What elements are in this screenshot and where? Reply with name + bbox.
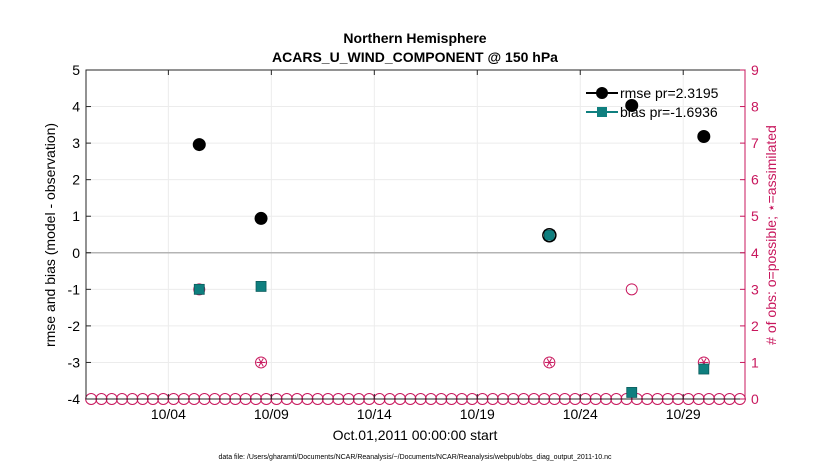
y2-tick-label: 4 — [751, 245, 759, 261]
obs-assimilated-point — [256, 358, 266, 367]
legend-bias-marker — [597, 107, 607, 117]
y-tick-label: -3 — [68, 354, 81, 370]
legend-bias-label: bias pr=-1.6936 — [620, 104, 718, 120]
y-axis-label: rmse and bias (model - observation) — [42, 123, 58, 347]
legend-rmse-marker — [596, 87, 608, 99]
x-axis-label: Oct.01,2011 00:00:00 start — [333, 427, 498, 443]
y2-tick-label: 9 — [751, 62, 759, 78]
obs-possible-point — [255, 356, 268, 369]
chart-subtitle: ACARS_U_WIND_COMPONENT @ 150 hPa — [272, 49, 558, 65]
rmse-point — [192, 138, 206, 152]
x-tick-label: 10/24 — [563, 406, 598, 422]
y2-tick-label: 8 — [751, 99, 759, 115]
y2-axis-label: # of obs: o=possible; ⋆=assimilated — [763, 125, 779, 345]
y-tick-label: 0 — [72, 245, 80, 261]
y-tick-label: 1 — [72, 208, 80, 224]
y2-tick-label: 5 — [751, 208, 759, 224]
bias-point — [698, 363, 710, 375]
bias-point — [193, 283, 205, 295]
x-tick-label: 10/19 — [460, 406, 495, 422]
bias-point — [255, 281, 267, 292]
y2-tick-label: 6 — [751, 172, 759, 188]
legend: rmse pr=2.3195 bias pr=-1.6936 — [586, 85, 719, 120]
rmse-point — [542, 227, 557, 243]
y-tick-label: -2 — [68, 318, 81, 334]
y-tick-label: 4 — [72, 99, 80, 115]
y-tick-label: -4 — [68, 391, 81, 407]
rmse-point — [625, 98, 639, 112]
legend-rmse-label: rmse pr=2.3195 — [620, 85, 719, 101]
obs-possible-point — [193, 283, 206, 296]
y-tick-label: 2 — [72, 172, 80, 188]
x-tick-label: 10/14 — [357, 406, 392, 422]
obs-possible-point — [543, 356, 556, 369]
x-tick-label: 10/29 — [666, 406, 701, 422]
y2-tick-label: 0 — [751, 391, 759, 407]
y-axis-ticks: -4 -3 -2 -1 0 1 2 3 4 5 — [68, 62, 91, 407]
obs-assimilated-stroke — [258, 358, 264, 367]
obs-possible-point — [625, 283, 638, 296]
bias-point — [626, 387, 638, 398]
chart-title: Northern Hemisphere — [343, 30, 486, 46]
y2-axis-ticks: 0 1 2 3 4 5 6 7 8 9 — [740, 62, 759, 407]
y2-tick-label: 2 — [751, 318, 759, 334]
obs-assimilated-point — [544, 358, 554, 367]
x-axis-ticks: 10/04 10/09 10/14 10/19 10/24 10/29 — [151, 70, 701, 422]
y2-tick-label: 1 — [751, 354, 759, 370]
x-tick-label: 10/04 — [151, 406, 186, 422]
y-tick-label: 5 — [72, 62, 80, 78]
obs-assimilated-stroke — [546, 358, 553, 367]
data-file-footnote: data file: /Users/gharamti/Documents/NCA… — [218, 454, 612, 461]
rmse-point — [254, 211, 268, 225]
y2-tick-label: 7 — [751, 135, 759, 151]
x-tick-label: 10/09 — [254, 406, 289, 422]
y-tick-label: 3 — [72, 135, 80, 151]
rmse-point — [697, 130, 711, 144]
bias-point — [543, 229, 555, 241]
y2-tick-label: 3 — [751, 281, 759, 297]
y-tick-label: -1 — [68, 281, 81, 297]
